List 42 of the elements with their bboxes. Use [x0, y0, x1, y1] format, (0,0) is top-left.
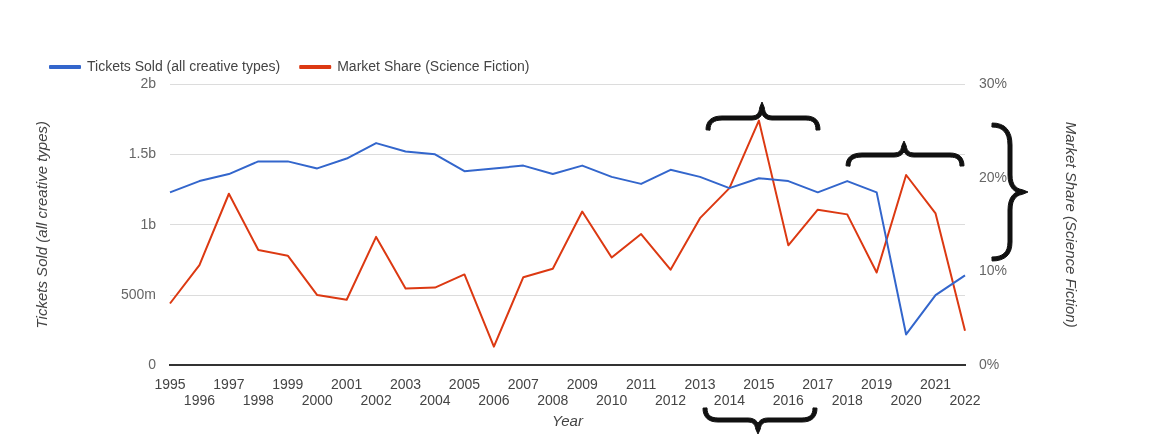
y-tick-label: 0 [148, 356, 157, 373]
y-tick-label: 500m [120, 285, 156, 302]
y-tick-label: 2b [140, 74, 157, 91]
legend-label: Market Share (Science Fiction) [337, 57, 530, 74]
y2-tick-label: 30% [979, 74, 1008, 91]
x-tick-label: 2003 [389, 375, 422, 392]
x-tick-label: 1995 [154, 375, 186, 392]
y2-axis-title: Market Share (Science Fiction) [1062, 121, 1080, 328]
y2-tick-label: 20% [979, 168, 1008, 185]
y2-tick-label: 10% [979, 262, 1008, 279]
x-tick-label: 2005 [448, 375, 481, 392]
x-tick-label: 2008 [537, 392, 569, 409]
x-tick-label: 2010 [596, 392, 628, 409]
x-tick-label: 2016 [772, 392, 805, 409]
y-tick-label: 1.5b [128, 145, 157, 162]
x-axis-title: Year [552, 412, 584, 430]
x-tick-label: 1996 [183, 392, 216, 409]
x-tick-label: 2017 [802, 375, 834, 392]
x-tick-label: 2001 [331, 375, 363, 392]
x-tick-label: 2022 [949, 392, 981, 409]
legend-label: Tickets Sold (all creative types) [87, 57, 281, 74]
x-tick-label: 2021 [919, 375, 952, 392]
x-tick-label: 2009 [566, 375, 598, 392]
x-tick-label: 1999 [272, 375, 304, 392]
x-tick-label: 2006 [478, 392, 510, 409]
x-tick-label: 2013 [684, 375, 716, 392]
x-tick-label: 2002 [360, 392, 392, 409]
x-tick-label: 2007 [507, 375, 540, 392]
x-tick-label: 2011 [626, 375, 657, 392]
x-tick-label: 2000 [301, 392, 333, 409]
x-tick-label: 2014 [713, 392, 746, 409]
x-tick-label: 2015 [743, 375, 775, 392]
x-tick-label: 1998 [242, 392, 275, 409]
x-tick-label: 2018 [831, 392, 863, 409]
y-axis-title: Tickets Sold (all creative types) [33, 120, 51, 329]
y-tick-label: 1b [140, 215, 157, 232]
x-tick-label: 2019 [861, 375, 893, 392]
x-tick-label: 1997 [213, 375, 245, 392]
x-tick-label: 2012 [654, 392, 687, 409]
x-tick-label: 2004 [419, 392, 451, 409]
x-tick-label: 2020 [890, 392, 922, 409]
y2-tick-label: 0% [979, 356, 1000, 373]
